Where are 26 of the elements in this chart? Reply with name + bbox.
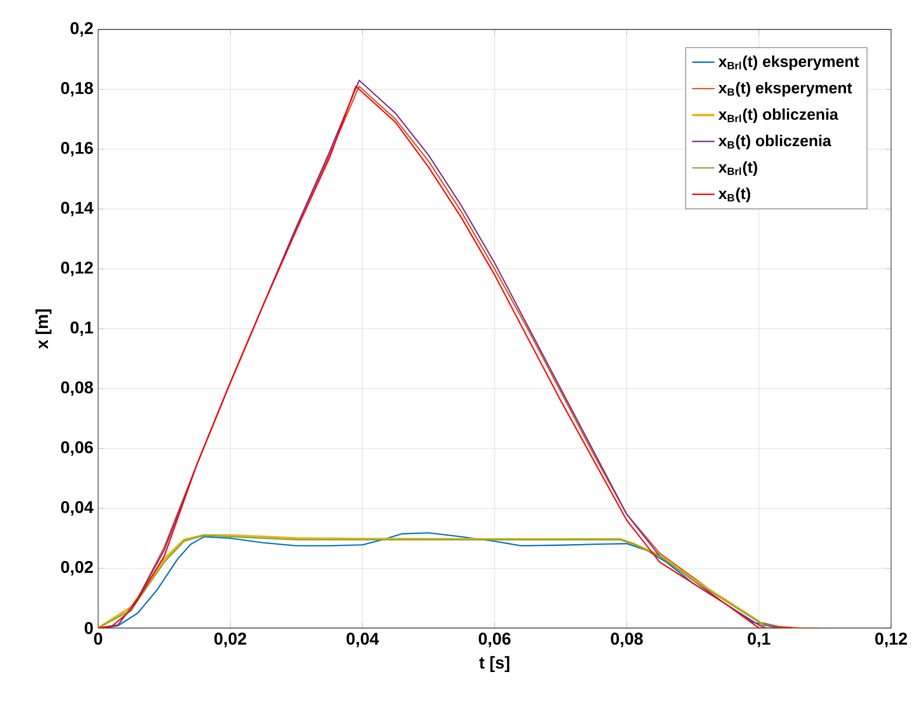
x-tick-label: 0,12 bbox=[875, 632, 907, 648]
x-tick-label: 0 bbox=[94, 632, 102, 645]
y-tick-label: 0,08 bbox=[61, 382, 94, 396]
y-tick-label: 0,02 bbox=[61, 561, 93, 576]
y-tick-label: 0,14 bbox=[61, 202, 94, 216]
x-tick-label: 0,08 bbox=[610, 632, 643, 648]
x-tick-label: 0,04 bbox=[346, 632, 379, 648]
y-tick-label: 0,1 bbox=[70, 322, 94, 336]
y-tick-label: 0 bbox=[84, 622, 93, 634]
y-tick-label: 0,16 bbox=[61, 142, 93, 157]
x-tick-label: 0,02 bbox=[214, 632, 246, 648]
x-tick-label: 0,1 bbox=[748, 632, 770, 648]
y-tick-label: 0,2 bbox=[70, 22, 93, 37]
legend-label: x$_{B}$(t) bbox=[718, 188, 750, 202]
y-axis-title: x [m] bbox=[36, 310, 52, 350]
legend-label: x$_{Brl}$(t) bbox=[718, 161, 758, 176]
y-tick-label: 0,04 bbox=[61, 501, 94, 516]
legend-label: x$_{Brl}$(t) eksperyment bbox=[718, 56, 859, 70]
y-tick-label: 0,06 bbox=[61, 441, 93, 456]
y-tick-label: 0,18 bbox=[61, 82, 94, 97]
legend-label: x$_{B}$(t) obliczenia bbox=[718, 134, 832, 150]
legend-label: x$_{Brl}$(t) obliczenia bbox=[718, 108, 838, 124]
y-tick-label: 0,12 bbox=[61, 262, 93, 276]
x-tick-label: 0,06 bbox=[478, 632, 511, 648]
legend-label: x$_{B}$(t) eksperyment bbox=[718, 82, 852, 97]
x-axis-title: t [s] bbox=[479, 656, 510, 672]
